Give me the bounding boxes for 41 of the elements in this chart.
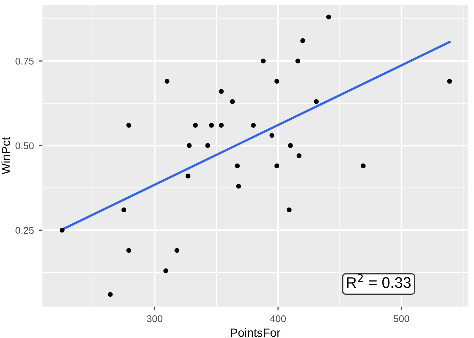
point xyxy=(186,174,191,179)
point xyxy=(288,143,294,148)
point xyxy=(164,79,170,84)
y-axis-title: WinPct xyxy=(2,137,10,175)
point xyxy=(274,164,280,169)
x-tick-label: 400 xyxy=(270,315,286,322)
point xyxy=(108,292,113,298)
point xyxy=(122,208,126,213)
point xyxy=(235,164,240,169)
point xyxy=(300,38,306,44)
point xyxy=(270,133,275,138)
point xyxy=(126,123,132,128)
point xyxy=(60,228,65,233)
point xyxy=(193,123,198,128)
point xyxy=(251,123,256,128)
point xyxy=(287,208,292,213)
x-axis-title: PointsFor xyxy=(231,328,281,338)
point xyxy=(209,123,214,128)
x-tick-label: 500 xyxy=(394,315,410,322)
point xyxy=(219,89,224,94)
point xyxy=(236,184,242,189)
point xyxy=(174,248,180,254)
point xyxy=(326,14,332,20)
point xyxy=(296,154,302,158)
y-tick-label: 0.75 xyxy=(16,58,34,65)
point xyxy=(314,99,319,104)
x-tick-label: 300 xyxy=(147,315,163,322)
point xyxy=(261,58,266,64)
point xyxy=(230,99,236,104)
point xyxy=(447,79,452,84)
point xyxy=(164,268,168,274)
point xyxy=(219,123,224,128)
y-tick-label: 0.50 xyxy=(16,142,34,150)
y-tick-label: 0.25 xyxy=(16,227,34,234)
point xyxy=(274,79,280,84)
point xyxy=(361,164,366,169)
point xyxy=(296,58,300,64)
point xyxy=(126,248,132,254)
annotation: R$^{2}$ = 0.33 xyxy=(347,274,411,288)
point xyxy=(187,143,192,148)
point xyxy=(206,143,210,148)
